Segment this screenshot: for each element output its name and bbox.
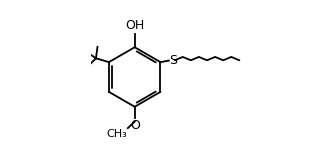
Text: OH: OH — [125, 19, 144, 32]
Text: O: O — [130, 119, 140, 132]
Text: CH₃: CH₃ — [107, 129, 127, 139]
Text: S: S — [169, 54, 177, 67]
